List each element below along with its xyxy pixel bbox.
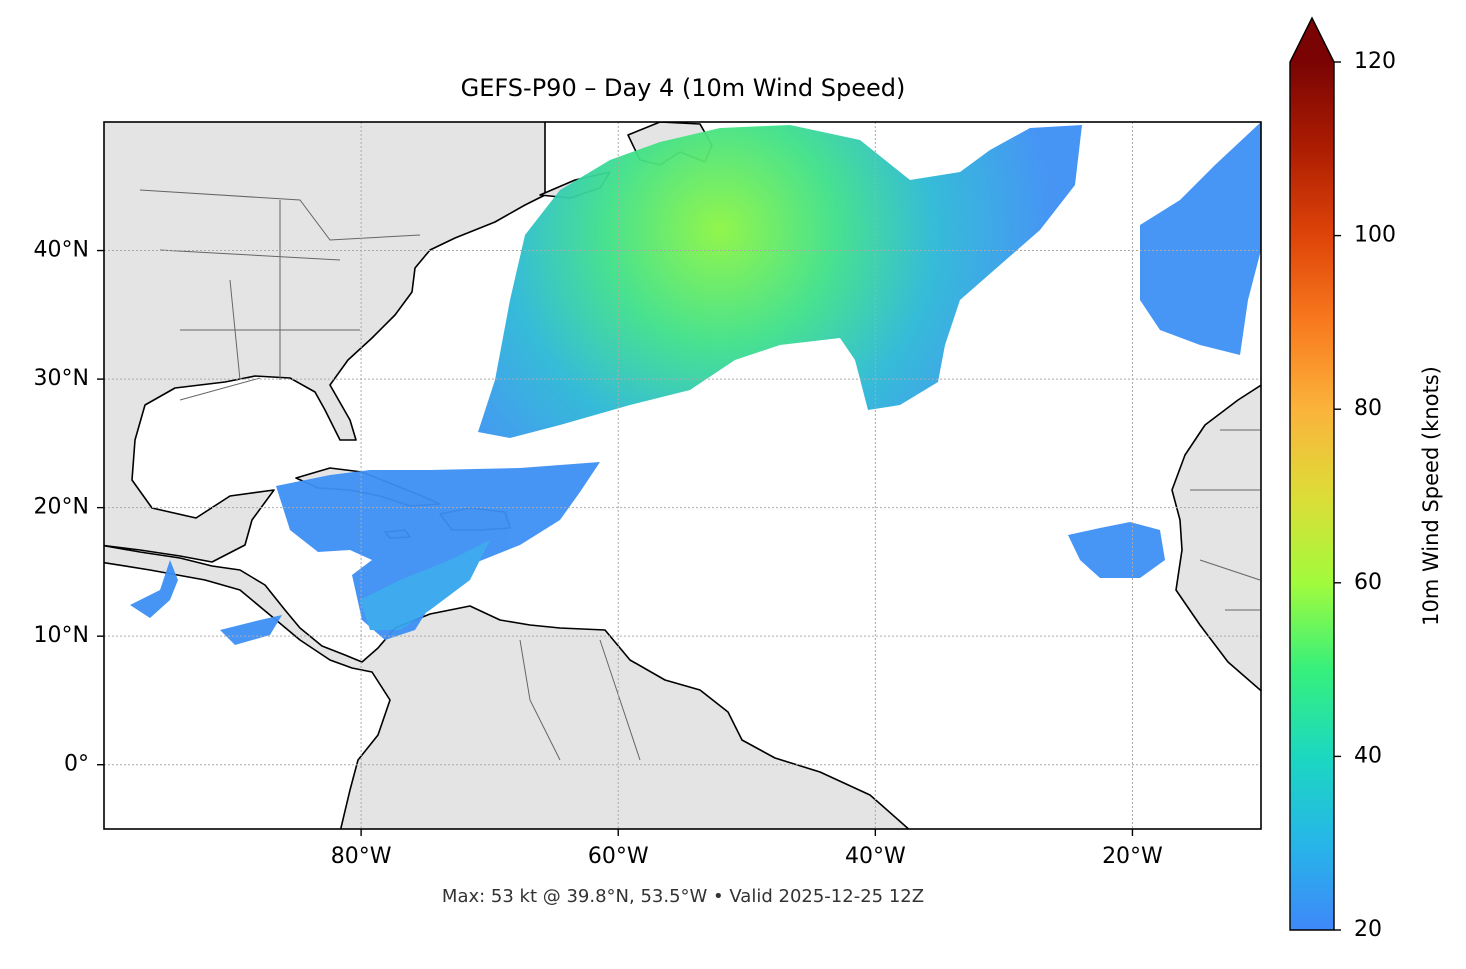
y-tick-label: 20°N — [34, 495, 89, 520]
borders — [139, 189, 1261, 761]
y-tick-label: 30°N — [34, 366, 89, 391]
x-tick-label: 60°W — [588, 844, 649, 869]
annotation: Max: 53 kt @ 39.8°N, 53.5°W • Valid 2025… — [442, 886, 924, 907]
colorbar-extend — [1290, 18, 1334, 62]
central-south-america — [104, 544, 910, 829]
colorbar-ramp — [1290, 62, 1334, 930]
y-tick-label: 10°N — [34, 623, 89, 648]
x-tick-label: 20°W — [1102, 844, 1163, 869]
colorbar-tick-label: 80 — [1354, 396, 1382, 421]
colorbar-label: 10m Wind Speed (knots) — [1419, 366, 1443, 626]
colorbar-tick-label: 20 — [1354, 917, 1382, 942]
y-tick-label: 40°N — [34, 238, 89, 263]
colorbar-tick-label: 40 — [1354, 743, 1382, 768]
north-america — [104, 122, 546, 563]
x-tick-label: 40°W — [845, 844, 906, 869]
colorbar-tick-label: 120 — [1354, 49, 1396, 74]
colorbar-frame — [1289, 16, 1335, 931]
colorbar: 20 40 60 80 100 120 — [1289, 16, 1396, 942]
wind-field — [130, 122, 1261, 645]
map — [104, 122, 1261, 829]
colorbar-tick-label: 60 — [1354, 570, 1382, 595]
x-tick-label: 80°W — [331, 844, 392, 869]
grid — [104, 122, 1261, 829]
chart-title: GEFS-P90 – Day 4 (10m Wind Speed) — [461, 74, 906, 102]
map-frame — [103, 121, 1262, 830]
colorbar-tick-label: 100 — [1354, 223, 1396, 248]
africa — [1171, 384, 1261, 692]
axes: 80°W 60°W 40°W 20°W 40°N 30°N 20°N 10°N 0° — [34, 238, 1164, 869]
y-tick-label: 0° — [64, 752, 89, 777]
